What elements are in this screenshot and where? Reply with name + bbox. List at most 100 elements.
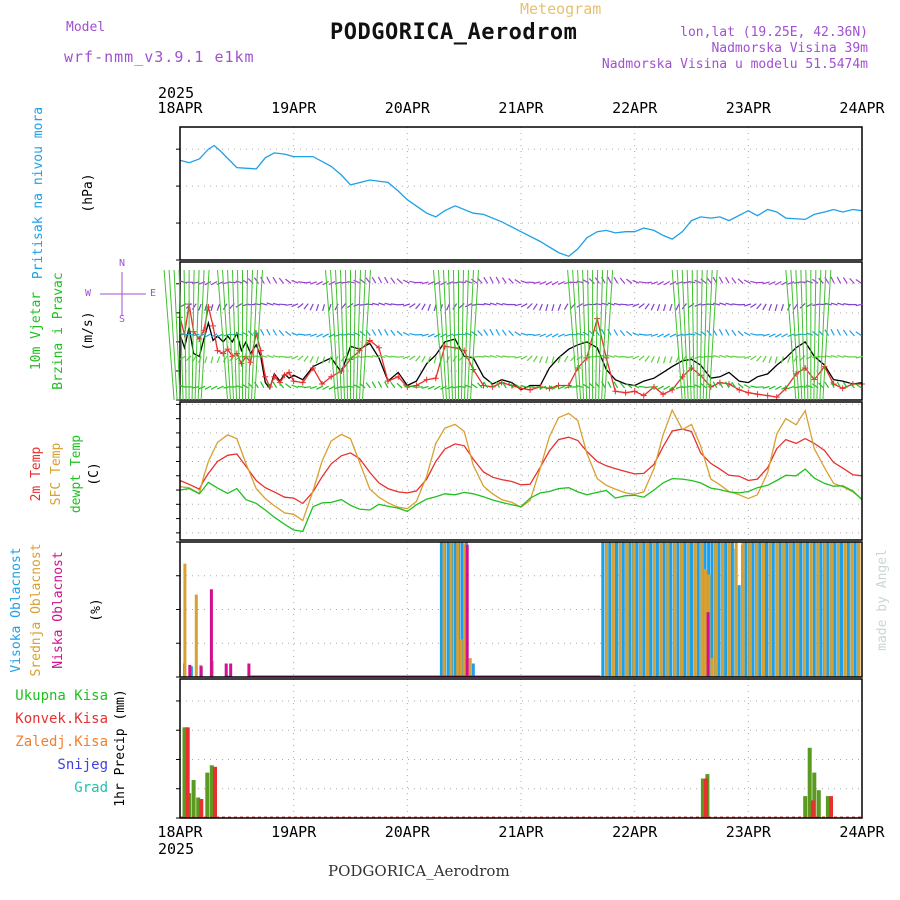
- wind-barb: [743, 279, 751, 284]
- wind-barb: [223, 281, 231, 285]
- wind-fan: [330, 269, 339, 401]
- wind-barb: [421, 385, 429, 389]
- precip-panel: [176, 678, 863, 819]
- wind-fan: [173, 269, 181, 401]
- wind-barb: [588, 278, 595, 284]
- wind-barb: [315, 356, 320, 364]
- series-line-gust: [179, 303, 862, 398]
- bar-high_cloud: [676, 542, 680, 677]
- wind-barb: [539, 303, 543, 311]
- wind-barb: [496, 354, 504, 358]
- wind-barb: [706, 277, 712, 284]
- wind-barb: [464, 303, 472, 308]
- wind-barb: [787, 281, 795, 285]
- wind-unit: (m/s): [81, 311, 96, 350]
- bar-high_cloud: [649, 542, 653, 677]
- bar-mid_cloud: [673, 542, 677, 677]
- wind-fan: [587, 269, 591, 401]
- wind-fan: [708, 269, 718, 401]
- wind-barb: [210, 385, 218, 390]
- wind-barb: [774, 280, 782, 286]
- wind-barb: [322, 356, 326, 364]
- wind-barb: [601, 302, 609, 306]
- wind-barb: [750, 303, 757, 309]
- wind-barb: [260, 329, 265, 336]
- wind-fan: [178, 269, 184, 401]
- wind-ylabel-2: Brzina i Pravac: [51, 272, 66, 389]
- precip-ylabel: 1hr Precip (mm): [113, 689, 128, 806]
- wind-barb: [607, 328, 612, 336]
- wind-barb: [719, 354, 727, 358]
- wind-barb: [216, 385, 224, 390]
- wind-barb: [663, 333, 670, 338]
- wind-barb: [564, 281, 572, 285]
- wind-barb: [799, 355, 806, 361]
- wind-fan: [197, 269, 205, 401]
- wind-barb: [780, 356, 784, 364]
- wind-fan: [191, 269, 195, 401]
- wind-barb: [750, 280, 758, 284]
- gust-point: [423, 376, 430, 383]
- wind-barb: [607, 381, 612, 388]
- wind-barb: [409, 385, 417, 388]
- wind-barb: [731, 329, 737, 337]
- series-line-tsfc: [179, 408, 863, 522]
- wind-ylabel-1: 10m Vjetar: [29, 292, 44, 370]
- wind-barb: [409, 333, 417, 336]
- wind-barb: [309, 303, 314, 311]
- wind-barb: [626, 330, 633, 337]
- wind-barb: [421, 333, 429, 337]
- wind-barb: [694, 331, 702, 336]
- wind-barb: [526, 355, 533, 362]
- bar-high_cloud: [669, 542, 673, 677]
- wind-barb: [650, 355, 655, 363]
- wind-barb: [836, 381, 842, 388]
- bar-total_precip: [205, 772, 210, 818]
- x-tick-label-top: 20APR: [385, 99, 431, 117]
- wind-barb: [824, 381, 830, 389]
- gust-point: [281, 372, 288, 379]
- bar-high_cloud: [683, 542, 687, 677]
- wind-barb: [396, 303, 405, 306]
- wind-barb: [204, 333, 212, 338]
- wind-barb: [471, 383, 478, 389]
- wind-barb: [663, 385, 670, 391]
- wind-barb: [297, 303, 304, 309]
- bar-mid_cloud: [687, 542, 690, 677]
- bar-mid_cloud: [850, 542, 854, 677]
- wind-barb: [291, 279, 299, 284]
- bar-high_cloud: [730, 542, 734, 677]
- wind-barb: [390, 329, 396, 336]
- wind-barb: [632, 332, 640, 337]
- precip-legend-item: Snijeg: [57, 757, 108, 773]
- wind-barb: [533, 386, 541, 389]
- wind-barb: [235, 303, 243, 308]
- bar-total_precip: [816, 790, 821, 818]
- bar-mid_cloud: [704, 569, 707, 677]
- bar-high_cloud: [460, 542, 464, 677]
- wind-barb: [440, 281, 447, 286]
- gust-point: [527, 386, 534, 393]
- wind-barb: [712, 381, 718, 389]
- gust-point: [631, 388, 638, 395]
- gust-point: [660, 391, 667, 398]
- bar-mid_cloud: [762, 542, 765, 677]
- wind-barb: [179, 303, 187, 308]
- wind-barb: [836, 329, 842, 336]
- wind-barb: [272, 329, 278, 336]
- wind-barb: [483, 302, 491, 306]
- wind-barb: [501, 329, 507, 336]
- bar-mid_cloud: [830, 542, 834, 677]
- wind-barb: [508, 382, 514, 389]
- wind-barb: [620, 355, 628, 358]
- x-tick-label-bottom: 21APR: [498, 823, 544, 841]
- wind-fan: [353, 269, 356, 401]
- wind-barb: [316, 385, 323, 390]
- wind-barb: [446, 333, 454, 338]
- bar-conv_precip: [829, 796, 833, 818]
- wind-barb: [303, 386, 311, 389]
- wind-barb: [210, 280, 218, 286]
- wind-barb: [718, 328, 724, 336]
- wind-barb: [483, 276, 489, 284]
